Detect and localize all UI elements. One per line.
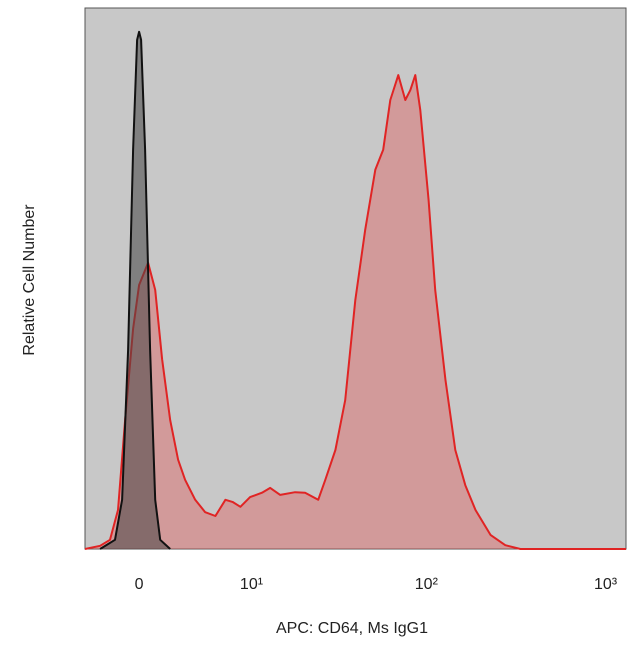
x-axis-label: APC: CD64, Ms IgG1	[276, 620, 428, 637]
line	[84, 74, 626, 550]
area	[100, 31, 171, 550]
x-tick-label: 10¹	[240, 576, 263, 593]
x-tick-label: 10²	[415, 576, 439, 593]
plot-area	[84, 7, 627, 550]
area	[85, 75, 626, 549]
x-tick-label: 10³	[594, 576, 618, 593]
line	[99, 30, 171, 550]
y-axis-label: Relative Cell Number	[21, 204, 38, 356]
x-tick-label: 0	[135, 576, 144, 593]
